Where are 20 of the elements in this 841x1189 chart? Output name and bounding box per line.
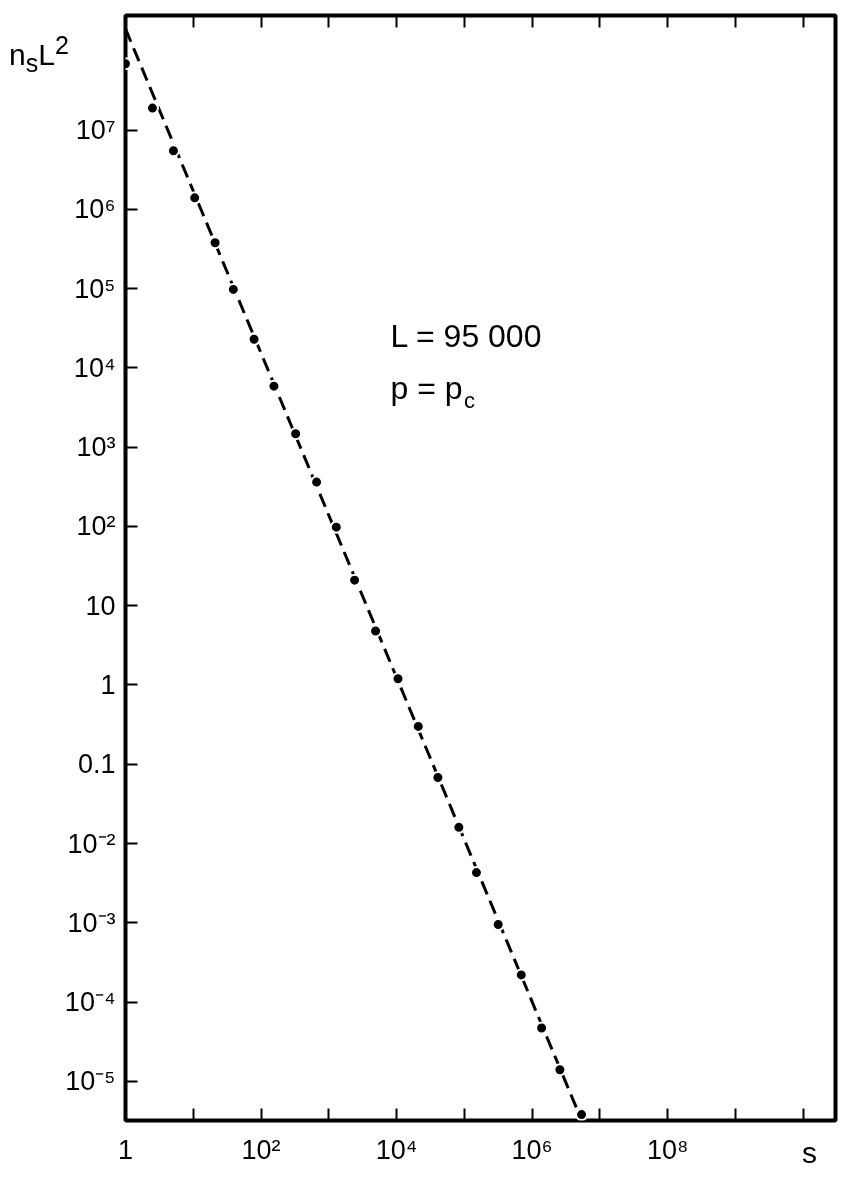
y-tick-label: 10⁴ [73,352,116,383]
annotation: L = 95 000 [390,317,542,354]
y-axis-title: n$_{s}$L$^{2}$ [9,31,69,77]
y-tick-label: 10⁻⁵ [65,1066,116,1097]
x-tick-label: 10⁸ [646,1134,689,1165]
x-tick-label: 10² [241,1134,281,1165]
y-tick-label: 10 [85,590,116,621]
y-tick-label: 10⁻⁴ [64,987,116,1018]
y-tick-label: 0.1 [77,749,116,780]
y-tick-label: 10⁵ [74,273,116,304]
y-tick-label: 10⁻² [67,828,116,859]
y-tick-label: 1 [100,670,116,700]
x-tick-label: 10⁶ [511,1134,553,1165]
y-tick-label: 10² [76,511,116,542]
x-tick-label: 10⁴ [375,1134,418,1165]
y-tick-label: 10⁷ [75,115,116,146]
x-axis-title: s [802,1136,817,1169]
y-tick-label: 10⁻³ [67,907,116,938]
y-tick-label: 10⁶ [74,194,116,225]
y-tick-label: 10³ [76,432,116,463]
